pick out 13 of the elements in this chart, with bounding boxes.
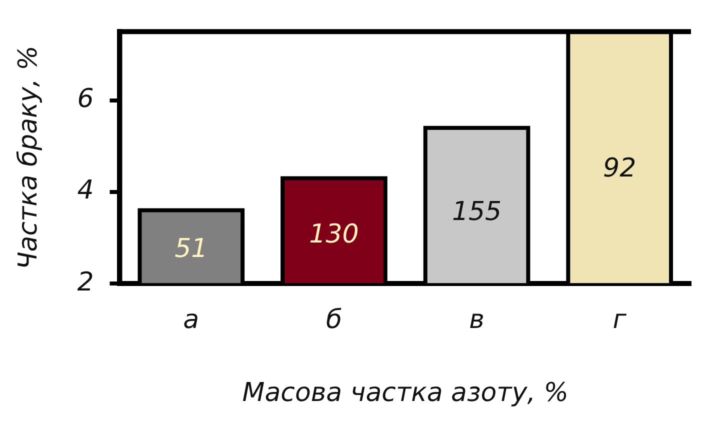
x-tick-label: г (612, 304, 627, 335)
annotation: 92 (603, 154, 636, 184)
annotation: 51 (174, 234, 208, 264)
x-tick-label: в (469, 304, 484, 335)
y-axis-title: Частка браку, % (13, 46, 44, 270)
y-tick-label: 6 (77, 84, 94, 114)
y-tick-label: 4 (77, 176, 94, 206)
y-tick-label: 2 (77, 267, 94, 298)
x-tick-label: а (183, 304, 200, 335)
x-axis-title: Масова частка азоту, % (242, 378, 568, 408)
annotation: 155 (452, 196, 502, 227)
annotation: 130 (309, 220, 359, 250)
x-tick-label: б (326, 304, 342, 335)
